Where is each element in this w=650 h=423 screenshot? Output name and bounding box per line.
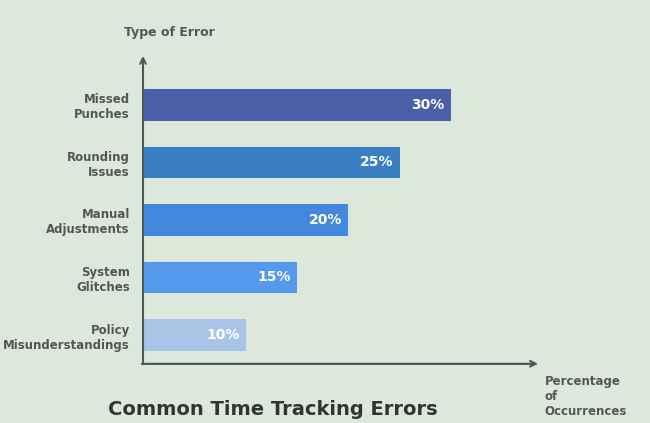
Text: 20%: 20% bbox=[309, 213, 342, 227]
Text: Common Time Tracking Errors: Common Time Tracking Errors bbox=[108, 400, 438, 419]
Bar bbox=[143, 204, 348, 236]
Text: Type of Error: Type of Error bbox=[124, 26, 214, 39]
Bar bbox=[143, 262, 297, 293]
Bar bbox=[143, 89, 451, 121]
Text: Percentage
of
Occurrences: Percentage of Occurrences bbox=[545, 375, 627, 418]
Bar bbox=[143, 147, 400, 178]
Text: 15%: 15% bbox=[257, 270, 291, 285]
Bar bbox=[143, 319, 246, 351]
Text: 10%: 10% bbox=[206, 328, 239, 342]
Text: 25%: 25% bbox=[360, 155, 393, 170]
Text: 30%: 30% bbox=[411, 98, 445, 112]
